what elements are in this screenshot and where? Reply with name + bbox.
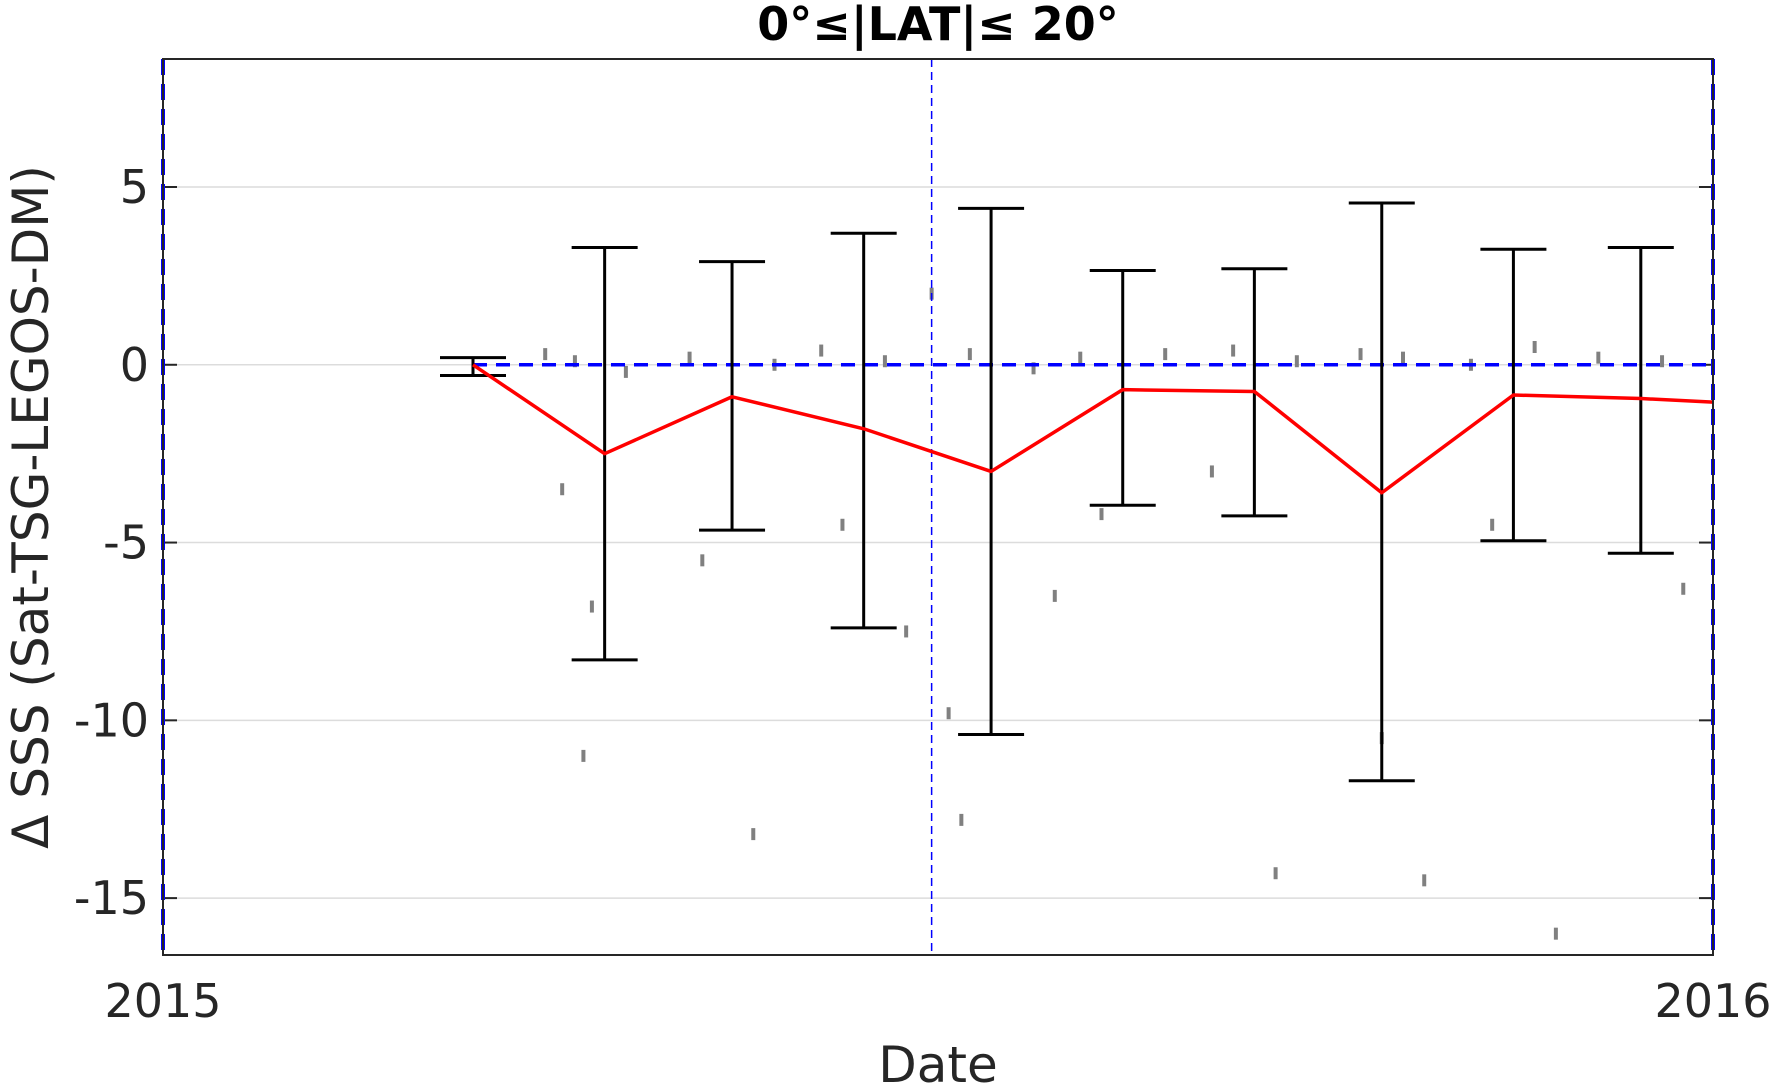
scatter-point <box>560 483 565 496</box>
scatter-point <box>1553 927 1558 940</box>
scatter-point <box>572 355 577 368</box>
scatter-point <box>1401 351 1405 364</box>
mean-line <box>472 363 1714 495</box>
scatter-point <box>840 518 845 531</box>
chart-title: 0°≤|LAT|≤ 20° <box>757 0 1118 52</box>
y-tick-label: 0 <box>120 338 149 392</box>
y-tick-label: -5 <box>103 516 149 570</box>
scatter-point <box>882 355 887 368</box>
y-axis-label: Δ SSS (Sat-TSG-LEGOS-DM) <box>2 165 60 849</box>
scatter-point <box>700 554 705 567</box>
scatter-point <box>581 749 586 762</box>
x-tick-label: 2016 <box>1654 974 1771 1028</box>
scatter-point <box>623 365 628 378</box>
scatter-point <box>687 351 692 364</box>
y-tick-label: 5 <box>120 160 149 214</box>
plot-frame <box>162 58 1714 956</box>
scatter-point <box>1209 465 1214 478</box>
scatter-point <box>819 344 824 357</box>
x-tick-label: 2015 <box>104 974 221 1028</box>
scatter-point <box>1052 589 1057 602</box>
y-tick-label: -10 <box>74 693 149 747</box>
x-axis-label: Date <box>878 1036 998 1087</box>
scatter-point <box>1532 341 1537 353</box>
scatter-point <box>1163 348 1168 361</box>
scatter-point <box>1031 362 1036 375</box>
scatter-point <box>1294 355 1299 368</box>
scatter-point <box>967 348 972 361</box>
y-tick-label: -15 <box>74 871 149 925</box>
scatter-point <box>589 600 594 613</box>
scatter-point <box>543 348 548 361</box>
scatter-point <box>959 813 964 826</box>
scatter-point <box>1358 348 1363 361</box>
scatter-point <box>1078 351 1083 364</box>
scatter-point <box>904 625 909 638</box>
scatter-point <box>1231 344 1236 357</box>
scatter-point <box>1681 582 1686 595</box>
y-tick-labels: 5 0 -5 -10 -15 <box>74 160 149 925</box>
reference-lines <box>161 59 1715 955</box>
mean-difference-line <box>472 363 1714 495</box>
scatter-point <box>1660 355 1665 368</box>
scatter-point <box>1099 508 1104 521</box>
scatter-point <box>946 707 951 720</box>
scatter-point <box>751 828 756 841</box>
scatter-point <box>1273 867 1278 880</box>
scatter-point <box>1422 874 1427 887</box>
scatter-point <box>1596 351 1601 364</box>
scatter-point <box>1490 518 1495 531</box>
grid-lines <box>163 186 1713 900</box>
x-tick-labels: 2015 2016 <box>104 974 1771 1028</box>
error-bars <box>440 201 1674 783</box>
